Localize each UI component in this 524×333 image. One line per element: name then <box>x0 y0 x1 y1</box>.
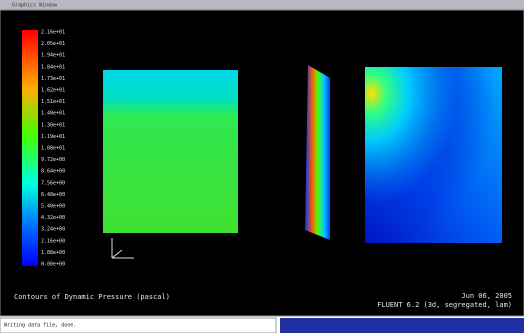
date: Jun 06, 2005 <box>461 292 512 300</box>
colorbar-label: 3.24e+00 <box>41 227 65 233</box>
status-area <box>280 318 524 333</box>
colorbar-label: 1.62e+01 <box>41 88 65 94</box>
console[interactable] <box>0 317 277 333</box>
colorbar-label: 4.32e+00 <box>41 215 65 221</box>
caption: Contours of Dynamic Pressure (pascal) <box>14 293 170 301</box>
colorbar-label: 2.05e+01 <box>41 41 65 47</box>
contour-plane <box>305 65 330 240</box>
colorbar-label: 1.94e+01 <box>41 53 65 59</box>
solver: FLUENT 6.2 (3d, segregated, lam) <box>377 301 512 309</box>
colorbar <box>22 30 38 266</box>
contour-plume <box>365 67 502 243</box>
colorbar-label: 2.16e+00 <box>41 238 65 244</box>
colorbar-label: 9.72e+00 <box>41 157 65 163</box>
contour-left <box>103 70 238 233</box>
colorbar-label: 1.30e+01 <box>41 122 65 128</box>
colorbar-label: 1.84e+01 <box>41 64 65 70</box>
colorbar-label: 2.16e+01 <box>41 30 65 36</box>
colorbar-label: 6.48e+00 <box>41 192 65 198</box>
colorbar-label: 1.73e+01 <box>41 76 65 82</box>
colorbar-label: 8.64e+00 <box>41 169 65 175</box>
axes-icon <box>111 238 134 259</box>
colorbar-label: 1.08e+00 <box>41 250 65 256</box>
colorbar-label: 0.00e+00 <box>41 262 65 268</box>
title-bar <box>0 0 524 10</box>
colorbar-label: 1.08e+01 <box>41 146 65 152</box>
colorbar-label: 1.19e+01 <box>41 134 65 140</box>
colorbar-label: 7.56e+00 <box>41 180 65 186</box>
colorbar-label: 1.51e+01 <box>41 99 65 105</box>
colorbar-label: 1.40e+01 <box>41 111 65 117</box>
colorbar-label: 5.40e+00 <box>41 204 65 210</box>
window-title: Graphics Window <box>12 3 58 9</box>
console-text: Writing data file, done. <box>4 323 76 329</box>
